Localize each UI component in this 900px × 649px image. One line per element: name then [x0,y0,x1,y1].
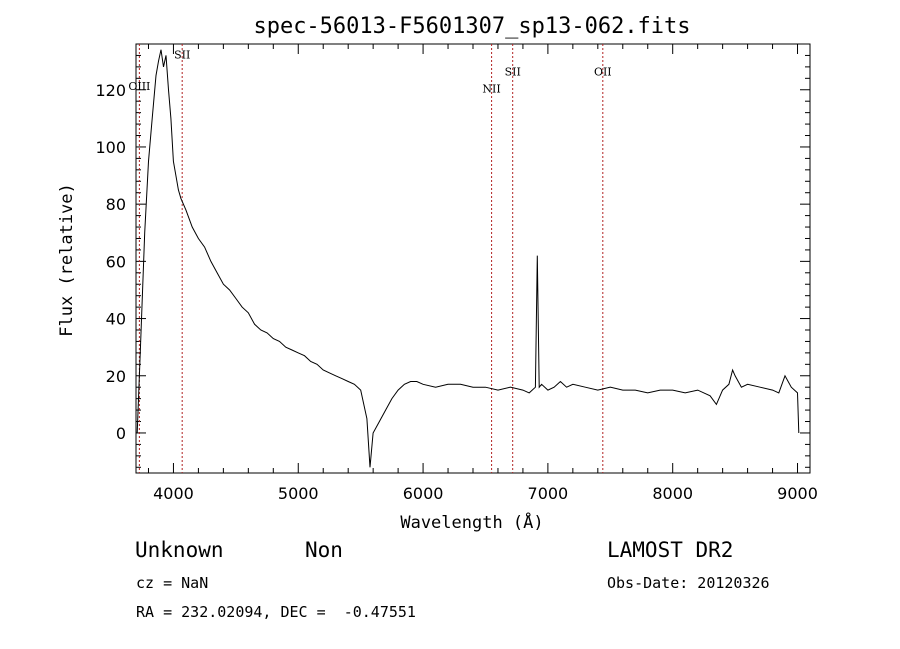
x-tick-label: 5000 [278,484,319,503]
spectrum-series-line [136,49,800,468]
y-axis-label: Flux (relative) [57,183,77,337]
y-tick-label: 120 [95,81,126,100]
spectral-line-label: OII [594,65,612,78]
spectral-line-label: SII [505,65,521,78]
chart-title: spec-56013-F5601307_sp13-062.fits [253,14,690,39]
spectral-line-label: NII [482,83,500,96]
x-tick-label: 9000 [777,484,818,503]
y-tick-label: 100 [95,138,126,157]
y-tick-label: 20 [106,367,126,386]
x-tick-label: 4000 [153,484,194,503]
y-tick-label: 80 [106,195,126,214]
x-tick-label: 8000 [652,484,693,503]
spectral-line-label: OIII [128,80,150,93]
coordinates: RA = 232.02094, DEC = -0.47551 [136,603,416,621]
plot-frame [135,43,811,474]
x-axis-label: Wavelength (Å) [400,511,543,533]
class-label: Unknown [135,538,224,562]
x-tick-label: 6000 [403,484,444,503]
spectral-line-label: SII [174,48,190,61]
obs-date: Obs-Date: 20120326 [607,574,770,592]
subclass-label: Non [305,538,343,562]
y-tick-label: 40 [106,310,126,329]
cz-value: cz = NaN [136,574,209,592]
survey-label: LAMOST DR2 [607,538,734,562]
x-tick-label: 7000 [528,484,569,503]
y-tick-label: 0 [116,424,126,443]
y-tick-label: 60 [106,252,126,271]
